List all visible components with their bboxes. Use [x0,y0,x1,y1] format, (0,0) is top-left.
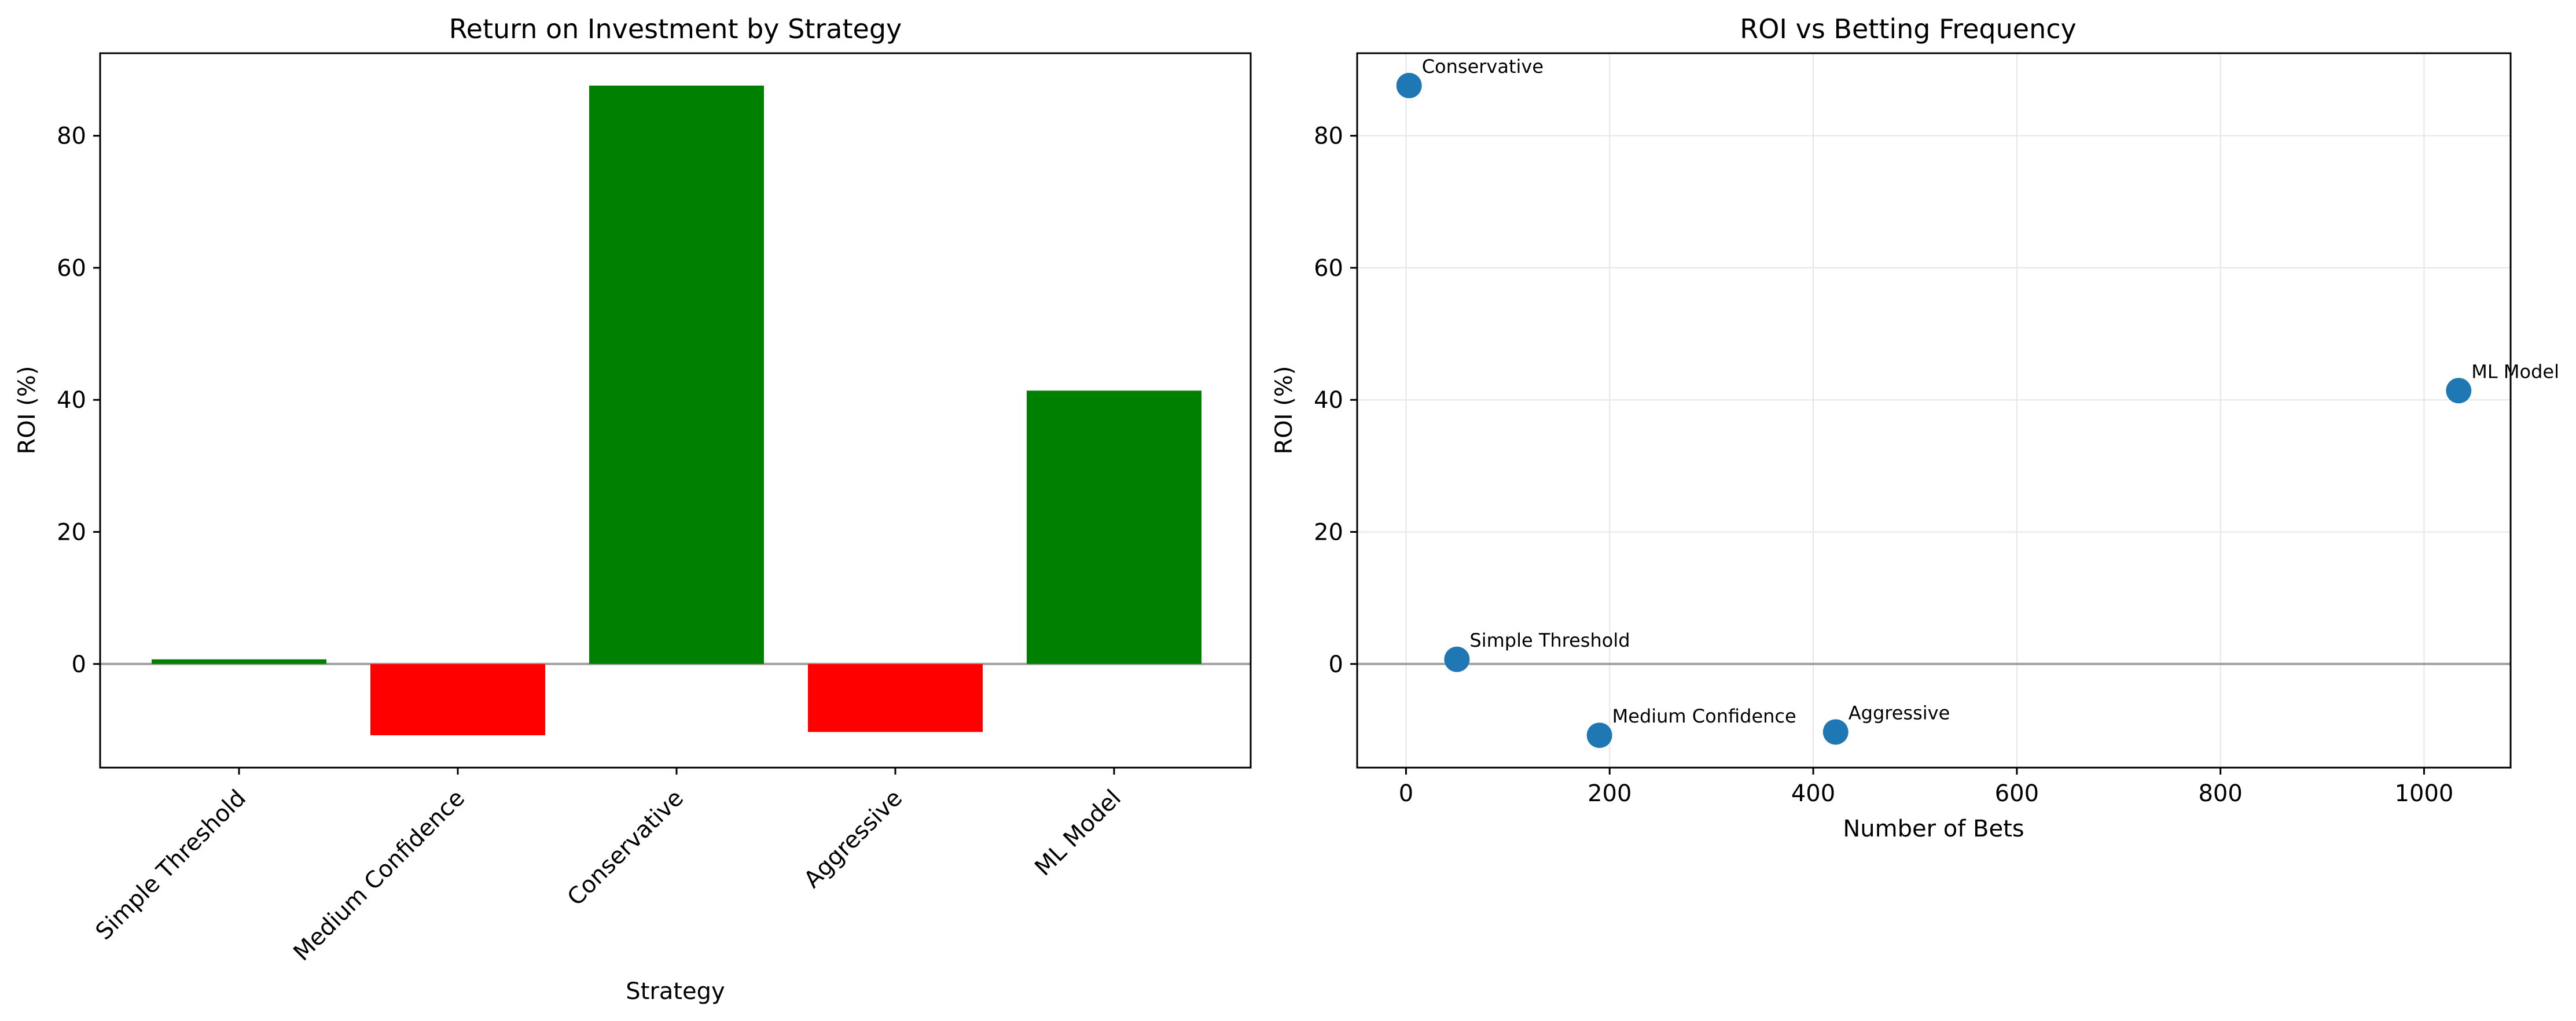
scatter-point-label: Conservative [1422,56,1544,78]
scatter-chart-x-ticks: 0 200 400 600 800 1000 [1399,768,2454,807]
scatter-chart-title: ROI vs Betting Frequency [1740,13,2077,45]
bar-chart-y-axis-label: ROI (%) [14,366,41,454]
bar-y-tick-label: 0 [72,651,86,678]
scatter-chart-points [1396,72,2472,749]
scatter-y-tick-label: 60 [1314,255,1343,282]
bar-medium-confidence [370,664,545,736]
bar-chart-bars [152,85,1201,736]
scatter-point-label: ML Model [2471,360,2559,382]
scatter-chart-panel: ROI vs Betting Frequency Simple Threshol… [1271,13,2559,842]
scatter-y-tick-label: 80 [1314,123,1343,150]
bar-y-tick-label: 80 [57,123,86,150]
bar-y-tick-label: 20 [57,519,86,546]
scatter-x-tick-label: 400 [1791,780,1835,807]
scatter-chart-y-ticks: 0 20 40 60 80 [1314,123,1357,678]
bar-conservative [589,85,764,664]
scatter-x-tick-label: 800 [2198,780,2242,807]
bar-ml-model [1027,390,1201,664]
scatter-x-tick-label: 1000 [2395,780,2454,807]
bar-chart-y-ticks: 0 20 40 60 80 [57,123,100,678]
scatter-point-simple-threshold [1444,646,1470,672]
scatter-y-tick-label: 20 [1314,519,1343,546]
scatter-chart-y-axis-label: ROI (%) [1271,366,1298,454]
scatter-y-tick-label: 0 [1329,651,1343,678]
scatter-point-label: Medium Confidence [1612,705,1796,727]
scatter-chart-gridlines [1357,53,2511,768]
scatter-chart-point-labels: Simple Threshold Medium Confidence Conserv… [1422,56,2559,727]
scatter-y-tick-label: 40 [1314,387,1343,414]
scatter-point-label: Aggressive [1849,702,1950,724]
bar-chart-x-axis-label: Strategy [626,978,725,1005]
scatter-point-ml-model [2446,378,2472,404]
scatter-chart-plot-frame [1356,52,2512,769]
bar-y-tick-label: 60 [57,255,86,282]
scatter-point-label: Simple Threshold [1469,629,1630,651]
bar-y-tick-label: 40 [57,387,86,414]
bar-simple-threshold [152,659,326,664]
scatter-point-aggressive [1822,719,1849,745]
scatter-x-tick-label: 0 [1399,780,1413,807]
bar-chart-title: Return on Investment by Strategy [449,13,902,45]
scatter-x-tick-label: 600 [1995,780,2039,807]
scatter-chart-x-axis-label: Number of Bets [1843,816,2024,842]
bar-chart-plot-frame [99,52,1252,769]
scatter-point-medium-confidence [1586,723,1612,749]
scatter-x-tick-label: 200 [1588,780,1631,807]
scatter-point-conservative [1396,72,1422,98]
bar-aggressive [808,664,983,732]
